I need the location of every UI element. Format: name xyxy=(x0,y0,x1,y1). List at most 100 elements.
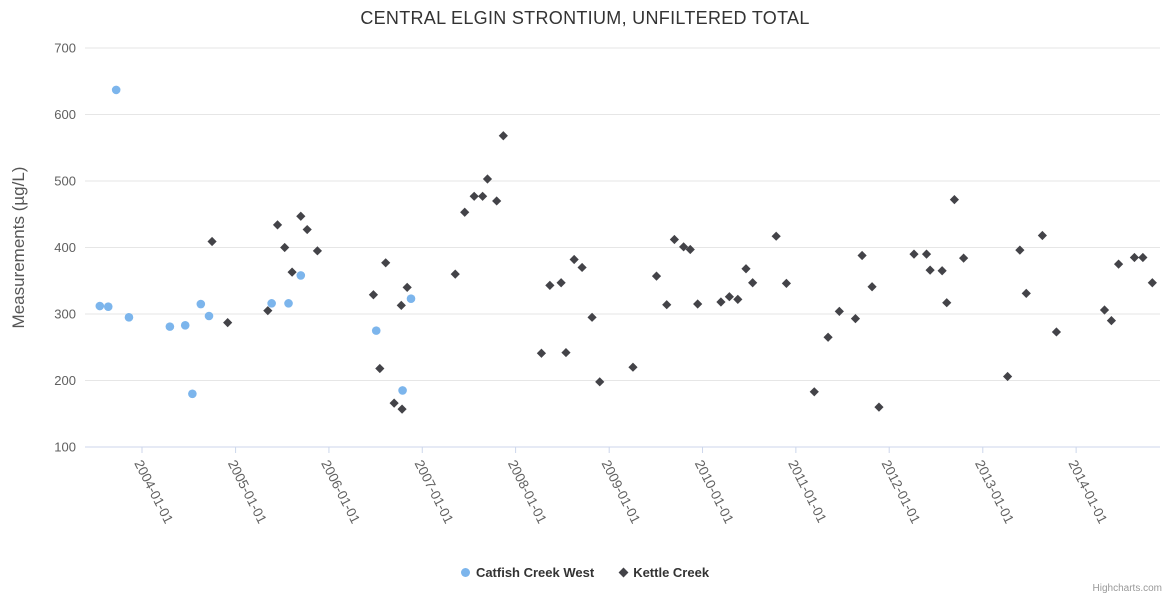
data-point-kettle-creek[interactable] xyxy=(536,348,547,358)
data-point-kettle-creek[interactable] xyxy=(460,207,470,217)
data-point-kettle-creek[interactable] xyxy=(396,300,406,310)
data-point-catfish-creek-west[interactable] xyxy=(406,294,416,304)
data-point-kettle-creek[interactable] xyxy=(874,402,884,412)
data-point-kettle-creek[interactable] xyxy=(1138,252,1148,263)
x-axis-tick-label: 2004-01-01 xyxy=(131,458,176,526)
data-point-catfish-creek-west[interactable] xyxy=(95,301,105,311)
data-point-kettle-creek[interactable] xyxy=(368,290,379,300)
x-axis-tick-label: 2011-01-01 xyxy=(785,458,829,525)
data-point-catfish-creek-west[interactable] xyxy=(204,311,214,321)
legend-item-catfish-creek-west[interactable]: Catfish Creek West xyxy=(460,564,595,580)
data-point-kettle-creek[interactable] xyxy=(662,300,672,310)
legend-item-kettle-creek[interactable]: Kettle Creek xyxy=(618,564,710,580)
x-axis-tick-label: 2006-01-01 xyxy=(318,458,363,526)
data-point-kettle-creek[interactable] xyxy=(693,299,703,309)
data-point-catfish-creek-west[interactable] xyxy=(180,321,190,330)
diamond-marker-icon xyxy=(618,567,629,577)
data-point-kettle-creek[interactable] xyxy=(1015,245,1025,255)
data-point-kettle-creek[interactable] xyxy=(469,191,479,201)
highcharts-credits[interactable]: Highcharts.com xyxy=(1092,583,1162,594)
data-point-kettle-creek[interactable] xyxy=(492,196,502,206)
data-point-kettle-creek[interactable] xyxy=(679,242,689,252)
data-point-kettle-creek[interactable] xyxy=(287,267,297,277)
data-point-kettle-creek[interactable] xyxy=(959,253,969,263)
data-point-catfish-creek-west[interactable] xyxy=(124,313,134,322)
data-point-kettle-creek[interactable] xyxy=(925,265,935,275)
data-point-kettle-creek[interactable] xyxy=(850,314,861,324)
data-point-kettle-creek[interactable] xyxy=(669,234,679,245)
data-point-kettle-creek[interactable] xyxy=(1147,278,1157,288)
data-point-catfish-creek-west[interactable] xyxy=(103,302,113,311)
data-point-kettle-creek[interactable] xyxy=(1037,230,1047,241)
data-point-kettle-creek[interactable] xyxy=(478,191,488,201)
data-point-kettle-creek[interactable] xyxy=(389,398,399,408)
y-axis-tick-label: 300 xyxy=(54,307,76,322)
data-point-kettle-creek[interactable] xyxy=(823,332,833,342)
legend-label-kettle-creek: Kettle Creek xyxy=(633,564,710,580)
data-point-kettle-creek[interactable] xyxy=(1021,288,1031,298)
data-point-kettle-creek[interactable] xyxy=(921,249,932,259)
legend: Catfish Creek West Kettle Creek xyxy=(0,562,1170,582)
data-point-catfish-creek-west[interactable] xyxy=(188,389,197,399)
data-point-kettle-creek[interactable] xyxy=(1113,259,1124,269)
data-point-kettle-creek[interactable] xyxy=(716,297,726,307)
data-point-kettle-creek[interactable] xyxy=(867,282,877,292)
data-point-kettle-creek[interactable] xyxy=(569,254,579,265)
data-point-kettle-creek[interactable] xyxy=(302,224,312,235)
data-point-kettle-creek[interactable] xyxy=(545,280,555,291)
data-point-kettle-creek[interactable] xyxy=(733,294,743,304)
data-point-kettle-creek[interactable] xyxy=(397,404,407,414)
data-point-kettle-creek[interactable] xyxy=(741,264,751,274)
data-point-kettle-creek[interactable] xyxy=(809,387,819,397)
data-point-catfish-creek-west[interactable] xyxy=(398,386,407,395)
data-point-kettle-creek[interactable] xyxy=(595,377,605,387)
data-point-kettle-creek[interactable] xyxy=(937,266,947,276)
data-point-catfish-creek-west[interactable] xyxy=(165,322,175,331)
data-point-kettle-creek[interactable] xyxy=(685,244,695,255)
legend-label-catfish-creek-west: Catfish Creek West xyxy=(475,564,595,580)
data-point-catfish-creek-west[interactable] xyxy=(371,326,381,335)
data-point-kettle-creek[interactable] xyxy=(296,211,306,221)
data-point-kettle-creek[interactable] xyxy=(561,347,571,358)
data-point-kettle-creek[interactable] xyxy=(223,318,233,328)
y-axis-tick-label: 200 xyxy=(54,373,76,388)
data-point-kettle-creek[interactable] xyxy=(402,282,412,292)
data-point-kettle-creek[interactable] xyxy=(587,312,597,322)
data-point-kettle-creek[interactable] xyxy=(724,292,734,302)
data-point-catfish-creek-west[interactable] xyxy=(296,271,306,280)
data-point-kettle-creek[interactable] xyxy=(1099,305,1110,315)
data-point-kettle-creek[interactable] xyxy=(942,298,952,308)
data-point-kettle-creek[interactable] xyxy=(381,258,391,268)
data-point-kettle-creek[interactable] xyxy=(556,278,566,288)
data-point-kettle-creek[interactable] xyxy=(834,306,844,316)
data-point-kettle-creek[interactable] xyxy=(1106,316,1117,326)
data-point-kettle-creek[interactable] xyxy=(909,249,919,259)
data-point-kettle-creek[interactable] xyxy=(577,262,587,273)
y-axis-tick-label: 700 xyxy=(54,41,76,56)
data-point-kettle-creek[interactable] xyxy=(949,195,960,205)
data-point-kettle-creek[interactable] xyxy=(207,236,217,247)
data-point-kettle-creek[interactable] xyxy=(482,174,493,184)
data-point-kettle-creek[interactable] xyxy=(280,242,290,253)
data-point-kettle-creek[interactable] xyxy=(857,250,867,261)
data-point-catfish-creek-west[interactable] xyxy=(284,299,293,308)
data-point-kettle-creek[interactable] xyxy=(1129,252,1140,263)
data-point-catfish-creek-west[interactable] xyxy=(196,299,206,309)
data-point-kettle-creek[interactable] xyxy=(1051,327,1062,337)
data-point-kettle-creek[interactable] xyxy=(450,269,460,279)
data-point-kettle-creek[interactable] xyxy=(651,271,662,281)
data-point-kettle-creek[interactable] xyxy=(375,363,385,374)
data-point-kettle-creek[interactable] xyxy=(781,278,792,289)
data-point-kettle-creek[interactable] xyxy=(272,220,283,230)
data-point-kettle-creek[interactable] xyxy=(263,306,273,316)
circle-marker-icon xyxy=(460,567,470,577)
data-point-kettle-creek[interactable] xyxy=(312,246,323,256)
data-point-kettle-creek[interactable] xyxy=(498,131,508,141)
data-point-kettle-creek[interactable] xyxy=(628,362,638,372)
data-point-catfish-creek-west[interactable] xyxy=(267,299,276,308)
data-point-kettle-creek[interactable] xyxy=(1002,371,1013,382)
data-point-kettle-creek[interactable] xyxy=(771,231,781,241)
data-point-kettle-creek[interactable] xyxy=(748,278,758,288)
data-point-catfish-creek-west[interactable] xyxy=(111,85,121,95)
